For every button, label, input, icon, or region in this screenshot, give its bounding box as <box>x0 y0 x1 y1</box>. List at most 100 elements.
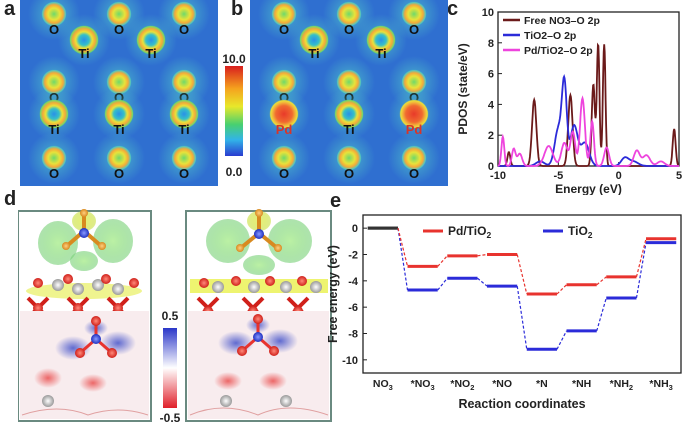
map-a-label-o: O <box>179 166 189 181</box>
fe-connector-pd <box>477 253 488 257</box>
map-b-atom-o <box>401 1 427 27</box>
map-a-atom-o <box>106 69 132 95</box>
panel-label-d: d <box>4 188 17 210</box>
pdos-legend-label: Pd/TiO2–O 2p <box>524 45 593 57</box>
map-a-label-ti: Ti <box>178 122 189 137</box>
fe-connector-tio2 <box>596 297 607 332</box>
fe-connector-tio2 <box>437 277 448 291</box>
fe-xtick-label: *NO <box>492 378 512 390</box>
map-b-atom-o <box>271 145 297 171</box>
pdos-xtick-label: 5 <box>676 170 682 182</box>
map-a-atom-ti <box>104 99 134 129</box>
density-colorbar: 10.0 0.0 <box>222 52 246 179</box>
colorbar-max: 10.0 <box>222 52 246 66</box>
map-b-atom-pd <box>399 99 429 129</box>
pdos-ytick-label: 8 <box>488 38 494 50</box>
pdos-ytick-label: 0 <box>488 161 494 173</box>
map-a-label-o: O <box>114 22 124 37</box>
map-b-atom-o <box>336 145 362 171</box>
map-a-atom-o <box>106 1 132 27</box>
free-energy-chart: 0 -2 -4 -6 -8 -10 NO3 *NO3 *NO2 *NO *N *NH *NH2 *NH3 R… <box>326 214 682 411</box>
fe-connector-tio2 <box>477 277 488 287</box>
map-a-label-ti: Ti <box>48 122 59 137</box>
fe-connector-pd <box>596 276 607 286</box>
pdos-xtick-label: 0 <box>616 170 622 182</box>
fe-xtick-label: *NH3 <box>649 378 672 392</box>
fe-ytick-label: -4 <box>348 276 359 288</box>
fe-connector-pd <box>516 254 528 295</box>
charge-difference-panel: 0.5 -0.5 <box>18 209 332 425</box>
structure-tio2 <box>26 209 142 320</box>
fe-xtick-label: *NO3 <box>411 378 435 392</box>
map-b-atom-pd <box>269 99 299 129</box>
fe-connector-pd <box>635 238 647 278</box>
fe-ytick-label: -10 <box>342 355 358 367</box>
fe-plot-frame <box>362 214 682 374</box>
fe-connector-pd <box>437 255 448 267</box>
fe-legend-label: TiO2 <box>568 224 593 240</box>
fe-ylabel: Free energy (eV) <box>326 245 340 343</box>
fe-connector-tio2 <box>556 330 568 350</box>
map-b-atom-o <box>336 1 362 27</box>
map-b-label-o: O <box>409 166 419 181</box>
pdos-ytick-label: 4 <box>488 99 495 111</box>
map-b-label-o: O <box>409 22 419 37</box>
colorbar-min: 0.0 <box>226 165 243 179</box>
density-map-a: OOOTiTiOOOTiTiTiOOO <box>20 0 218 186</box>
pdos-xtick-label: -5 <box>553 170 563 182</box>
map-b-label-o: O <box>344 22 354 37</box>
map-a-atom-ti <box>39 99 69 129</box>
fe-xtick-label: NO3 <box>373 378 393 392</box>
diff-colorbar-min: -0.5 <box>160 411 181 425</box>
map-a-atom-ti <box>136 25 166 55</box>
map-a-atom-o <box>41 69 67 95</box>
map-b-label-o: O <box>344 166 354 181</box>
pdos-xlabel: Energy (eV) <box>555 182 622 195</box>
map-b-atom-o <box>336 69 362 95</box>
fe-xtick-label: *NH <box>572 378 591 390</box>
fe-legend-label: Pd/TiO2 <box>448 224 491 240</box>
diff-colorbar-gradient <box>163 328 177 408</box>
map-a-label-o: O <box>114 166 124 181</box>
map-a-atom-o <box>171 145 197 171</box>
panel-label-e: e <box>330 190 342 212</box>
map-a-label-ti: Ti <box>145 46 156 61</box>
map-a-atom-o <box>171 1 197 27</box>
map-a-atom-o <box>41 145 67 171</box>
map-b-atom-ti <box>299 25 329 55</box>
fe-ytick-label: -2 <box>348 250 358 262</box>
map-b-label-o: O <box>279 22 289 37</box>
pdos-ylabel: PDOS (state/eV) <box>456 43 470 134</box>
map-b-label-ti: Ti <box>308 46 319 61</box>
pdos-legend-label: Free NO3–O 2p <box>524 15 600 27</box>
fe-xtick-label: *NH2 <box>610 378 633 392</box>
panel-label-a: a <box>4 0 16 20</box>
map-b-label-o: O <box>279 166 289 181</box>
map-a-atom-ti <box>69 25 99 55</box>
panel-label-c: c <box>447 0 459 20</box>
fe-xtick-label: *N <box>536 378 548 390</box>
fe-ytick-label: -6 <box>348 302 358 314</box>
pdos-ytick-label: 2 <box>488 130 494 142</box>
fe-connector-tio2 <box>635 242 647 299</box>
map-b-atom-ti <box>366 25 396 55</box>
fe-connector-tio2 <box>397 228 409 291</box>
fe-connector-pd <box>556 284 567 295</box>
map-b-label-ti: Ti <box>343 122 354 137</box>
charge-diff-right <box>188 311 329 419</box>
fe-connector-pd <box>397 228 409 267</box>
map-b-label-ti: Ti <box>375 46 386 61</box>
map-a-atom-o <box>106 145 132 171</box>
pdos-ytick-label: 6 <box>488 69 494 81</box>
map-b-atom-o <box>401 69 427 95</box>
map-b-atom-o <box>401 145 427 171</box>
fe-xtick-label: *NO2 <box>450 378 474 392</box>
colorbar-gradient <box>225 66 243 156</box>
map-a-atom-ti <box>169 99 199 129</box>
map-a-label-o: O <box>49 166 59 181</box>
fe-connector-tio2 <box>516 286 528 350</box>
map-a-label-ti: Ti <box>78 46 89 61</box>
pdos-ytick-label: 10 <box>482 7 494 19</box>
map-a-atom-o <box>41 1 67 27</box>
pdos-series-3 <box>497 95 679 167</box>
